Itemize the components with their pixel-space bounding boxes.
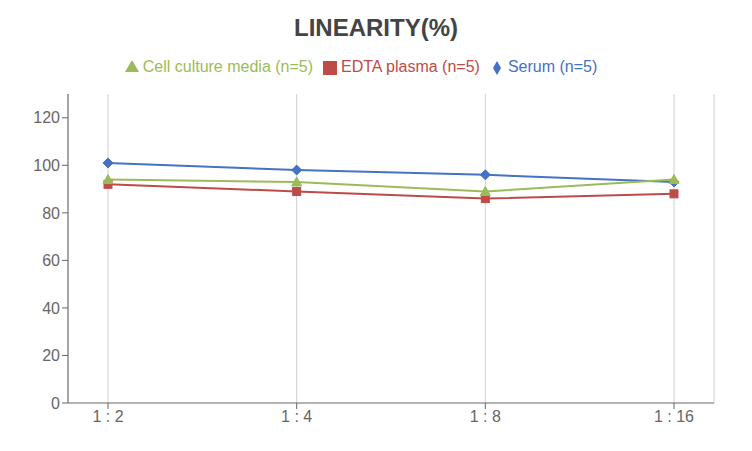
svg-text:0: 0 — [51, 395, 60, 412]
svg-text:20: 20 — [42, 347, 60, 364]
svg-text:1 : 2: 1 : 2 — [92, 408, 123, 425]
svg-text:1 : 4: 1 : 4 — [281, 408, 312, 425]
svg-text:40: 40 — [42, 300, 60, 317]
html-text:Serum (n=5): Serum (n=5) — [507, 58, 598, 75]
svg-text:1 : 8: 1 : 8 — [470, 408, 501, 425]
svg-text:1 : 16: 1 : 16 — [654, 408, 694, 425]
html-text:LINEARITY(%): LINEARITY(%) — [294, 14, 458, 41]
svg-text:60: 60 — [42, 252, 60, 269]
html-text:EDTA plasma (n=5): EDTA plasma (n=5) — [341, 58, 480, 75]
svg-text:80: 80 — [42, 205, 60, 222]
svg-text:100: 100 — [33, 157, 60, 174]
html-text:Cell culture media (n=5): Cell culture media (n=5) — [142, 58, 313, 75]
svg-text:120: 120 — [33, 109, 60, 126]
